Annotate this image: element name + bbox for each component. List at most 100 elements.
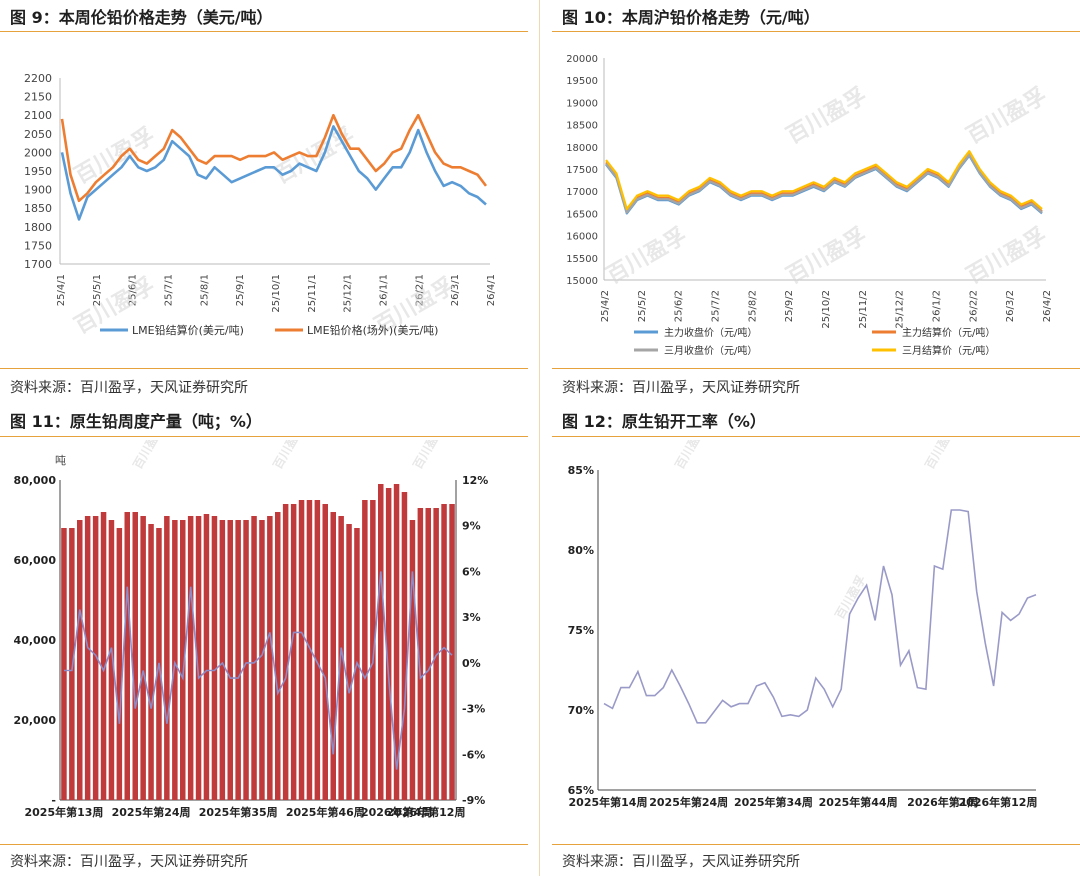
chart-title-fig10: 图 10：本周沪铅价格走势（元/吨）	[562, 8, 820, 27]
bar	[401, 492, 408, 800]
bar	[235, 520, 241, 800]
bar	[77, 520, 83, 800]
source-divider	[552, 844, 1080, 845]
bar	[259, 520, 265, 800]
bar	[84, 516, 91, 800]
title-underline	[552, 31, 1080, 32]
bar	[100, 512, 107, 800]
bar	[330, 512, 336, 800]
panel-fig9: 图 9：本周伦铅价格走势（美元/吨） 2200 2150 2100 2050 2000 1…	[0, 0, 528, 398]
y-tick-label: 19000	[566, 98, 598, 109]
operating-rate-line	[603, 509, 1037, 724]
y-tick-label: 2050	[24, 128, 52, 141]
x-tick-label: 2025年第35周	[199, 805, 278, 819]
bar	[211, 516, 218, 800]
x-tick-label: 2026年第1周	[907, 795, 978, 809]
y2-tick-label: 12%	[462, 474, 488, 487]
bar	[385, 488, 392, 800]
chart-fig10: 20000 19500 19000 18500 18000 17500 17000 16500…	[566, 54, 1053, 357]
y-tick-label: 15000	[566, 276, 598, 287]
y-tick-label: 17500	[566, 165, 598, 176]
y-tick-label: 19500	[566, 76, 598, 87]
y-tick-label: 2100	[24, 109, 52, 122]
x-tick-label: 25/4/1	[56, 274, 67, 306]
x-tick-label: 25/5/2	[637, 290, 648, 322]
y-tick-label: 1750	[24, 239, 52, 252]
y-tick-label: 60,000	[14, 554, 57, 567]
chart-fig11: 吨 80,000 60,000 40,000 20,000 - 12% 9% 6% 3% 0% -3%…	[14, 440, 489, 819]
bar	[187, 516, 194, 800]
watermark: 百川盈孚	[270, 440, 307, 472]
title-underline	[552, 436, 1080, 437]
growth-line	[64, 571, 453, 770]
bar	[409, 520, 416, 800]
source-note: 资料来源：百川盈孚，天风证券研究所	[10, 380, 248, 396]
x-tick-label: 25/4/2	[600, 290, 611, 322]
x-tick-label: 2025年第24周	[649, 795, 728, 809]
bar	[69, 528, 75, 800]
bar	[180, 520, 186, 800]
bar	[267, 516, 273, 800]
x-tick-label: 26/4/2	[1042, 290, 1053, 322]
x-tick-label: 26/2/2	[968, 290, 979, 322]
y-tick-label: 2150	[24, 91, 52, 104]
panel-fig10: 图 10：本周沪铅价格走势（元/吨） 20000 19500 19000 18500 1…	[552, 0, 1080, 398]
series-line-2	[60, 113, 488, 203]
source-divider	[552, 368, 1080, 369]
bar	[346, 524, 352, 800]
bar	[164, 516, 170, 800]
x-tick-label: 26/2/1	[414, 274, 425, 306]
chart-title-fig12: 图 12：原生铅开工率（%）	[562, 412, 766, 431]
y-tick-label: 1850	[24, 202, 52, 215]
bar	[172, 520, 178, 800]
bar	[92, 516, 99, 800]
y-tick-label: 20000	[566, 54, 598, 65]
source-note: 资料来源：百川盈孚，天风证券研究所	[562, 854, 800, 870]
bar	[290, 504, 297, 800]
x-tick-label: 2025年第44周	[819, 795, 898, 809]
watermark: 百川盈孚	[962, 83, 1051, 150]
watermark: 百川盈孚	[672, 440, 709, 472]
bar	[370, 500, 376, 800]
bar	[282, 504, 289, 800]
bar	[108, 520, 115, 800]
source-divider	[0, 844, 528, 845]
x-tick-label: 25/10/2	[821, 290, 832, 329]
y-tick-label: 65%	[568, 784, 594, 797]
chart-title-fig9: 图 9：本周伦铅价格走势（美元/吨）	[10, 8, 273, 27]
y-tick-label: 80,000	[14, 474, 57, 487]
y2-tick-label: 3%	[462, 611, 481, 624]
watermark: 百川盈孚	[782, 83, 871, 150]
x-tick-label: 25/5/1	[92, 274, 103, 306]
legend-label: 三月结算价（元/吨）	[902, 344, 995, 357]
x-tick-label: 25/11/1	[307, 274, 318, 313]
source-divider	[0, 368, 528, 369]
panel-fig12: 图 12：原生铅开工率（%） 85% 80% 75% 70% 65% 百川盈孚 百川盈孚 百川…	[552, 404, 1080, 876]
y-tick-label: 40,000	[14, 634, 57, 647]
y-tick-label: 1900	[24, 184, 52, 197]
watermark: 百川盈孚	[922, 440, 959, 472]
chart-fig9: 2200 2150 2100 2050 2000 1950 1900 1850 1800 1750…	[24, 72, 497, 339]
x-tick-label: 26/3/1	[450, 274, 461, 306]
y-tick-label: 16500	[566, 209, 598, 220]
x-tick-label: 25/9/2	[784, 290, 795, 322]
y2-tick-label: 0%	[462, 657, 481, 670]
y2-tick-label: -3%	[462, 703, 485, 716]
bar	[251, 516, 257, 800]
x-tick-label: 25/6/2	[674, 290, 685, 322]
watermark: 百川盈孚	[602, 223, 691, 290]
bar	[362, 500, 368, 800]
legend-label: 主力结算价（元/吨）	[902, 326, 995, 339]
title-underline	[0, 436, 528, 437]
x-tick-label: 2026年第12周	[387, 805, 466, 819]
y-tick-label: 15500	[566, 254, 598, 265]
y-tick-label: 2200	[24, 72, 52, 85]
bar	[378, 484, 384, 800]
x-tick-label: 2026年第12周	[959, 795, 1038, 809]
bar	[219, 520, 226, 800]
x-tick-label: 2026年第4周	[361, 805, 432, 819]
x-tick-label: 26/1/1	[379, 274, 390, 306]
x-tick-label: 25/7/1	[164, 274, 175, 306]
y-tick-label: 80%	[568, 544, 594, 557]
bar	[322, 504, 328, 800]
